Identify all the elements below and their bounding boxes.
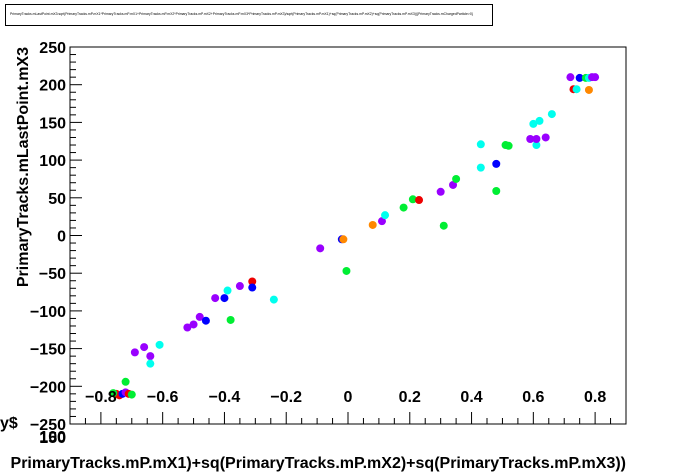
data-point <box>248 283 257 292</box>
data-point <box>155 340 164 349</box>
data-point <box>526 134 535 143</box>
data-point <box>220 294 229 303</box>
data-point <box>140 343 149 352</box>
data-point <box>121 377 130 386</box>
data-point <box>439 221 448 230</box>
y-tick-label: −50 <box>39 266 66 283</box>
corner-label: 100 <box>39 429 66 446</box>
data-point <box>235 282 244 291</box>
corner-label: 150 <box>39 430 66 447</box>
data-point <box>109 389 118 398</box>
data-point <box>183 323 192 332</box>
data-point <box>195 312 204 321</box>
data-point <box>436 187 445 196</box>
data-point <box>377 217 386 226</box>
x-tick-label: 0.6 <box>522 389 544 406</box>
y-tick-label: −100 <box>30 304 66 321</box>
y-tick-label: −200 <box>30 379 66 396</box>
x-tick-label: 0 <box>344 389 353 406</box>
axis-ticks <box>69 46 627 425</box>
data-point <box>339 235 348 244</box>
data-point <box>381 211 390 220</box>
data-point <box>201 316 210 325</box>
x-tick-label: 0.8 <box>584 389 606 406</box>
data-point <box>532 134 541 143</box>
data-point <box>535 116 544 125</box>
x-tick-label: −0.8 <box>85 389 117 406</box>
x-tick-label: −0.4 <box>209 389 241 406</box>
plot-frame <box>69 46 627 425</box>
y-axis-title: PrimaryTracks.mLastPoint.mX3 <box>15 47 32 287</box>
chart-title: PrimaryTracks.mLastPoint.mX3:sqrt(Primar… <box>10 12 473 16</box>
data-point <box>476 140 485 149</box>
data-point <box>316 244 325 253</box>
data-point <box>248 277 257 286</box>
x-tick-label: −0.6 <box>147 389 179 406</box>
data-point <box>572 85 581 94</box>
y-tick-label: 200 <box>39 78 66 95</box>
data-point <box>449 180 458 189</box>
data-point <box>476 163 485 172</box>
data-point <box>591 73 600 82</box>
data-point <box>399 203 408 212</box>
data-point <box>130 348 139 357</box>
data-point <box>269 295 278 304</box>
x-tick-label: 0.2 <box>399 389 421 406</box>
data-point <box>146 359 155 368</box>
axis-labels: −0.8 −0.6 −0.4 −0.2 0 0.2 0.4 0.6 0.8 −200 −150 −10… <box>0 40 626 472</box>
data-point <box>452 174 461 183</box>
data-point <box>223 286 232 295</box>
data-points <box>109 73 600 400</box>
data-point <box>492 187 501 196</box>
y-tick-label: 50 <box>48 191 66 208</box>
data-point <box>541 133 550 142</box>
data-point <box>342 266 351 275</box>
y-tick-label: 250 <box>39 40 66 57</box>
data-point <box>547 110 556 119</box>
data-point <box>146 352 155 361</box>
data-point <box>368 220 377 229</box>
y-tick-label: 150 <box>39 115 66 132</box>
data-point <box>415 196 424 205</box>
y-tick-label: −150 <box>30 342 66 359</box>
data-point <box>566 73 575 82</box>
data-point <box>575 73 584 82</box>
data-point <box>492 159 501 168</box>
y-extra-label: y$ <box>0 415 18 432</box>
data-point <box>211 294 220 303</box>
data-point <box>408 195 417 204</box>
y-tick-label: 100 <box>39 153 66 170</box>
x-tick-label: 0.4 <box>460 389 482 406</box>
data-point <box>127 390 136 399</box>
data-point <box>529 119 538 128</box>
data-point <box>504 141 513 150</box>
corner-label: −250 <box>30 417 66 434</box>
plot-area-border <box>69 46 627 425</box>
x-axis-title: PrimaryTracks.mP.mX1)+sq(PrimaryTracks.m… <box>11 455 626 472</box>
x-tick-label: −0.2 <box>270 389 302 406</box>
data-point <box>532 141 541 150</box>
data-point <box>584 85 593 94</box>
title-box: PrimaryTracks.mLastPoint.mX3:sqrt(Primar… <box>5 4 493 26</box>
data-point <box>226 315 235 324</box>
y-tick-label: 0 <box>57 229 66 246</box>
data-point <box>189 320 198 329</box>
